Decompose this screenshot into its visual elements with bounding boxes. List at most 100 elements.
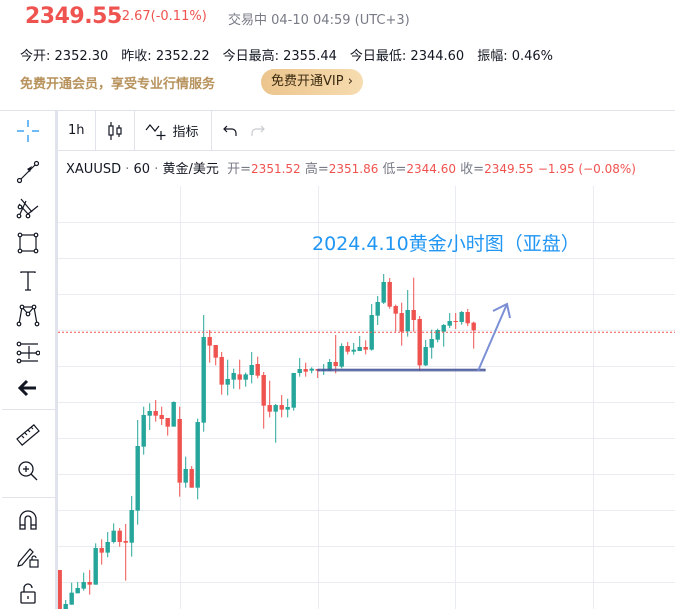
vip-button[interactable]: 免费开通VIP ›: [261, 69, 363, 95]
arrow-head-icon: [492, 302, 511, 319]
rectangle-icon[interactable]: [12, 228, 44, 258]
candle-body: [417, 318, 422, 366]
candle-body: [249, 365, 254, 376]
candle-body: [237, 374, 242, 380]
candle-body: [93, 548, 98, 585]
candle-body: [123, 540, 128, 543]
candle-body: [153, 411, 158, 416]
candle-body: [411, 309, 416, 320]
candle-body: [405, 309, 410, 332]
candle-body: [435, 330, 440, 340]
candle-body: [231, 372, 236, 380]
candle-body: [147, 411, 152, 416]
candle-body: [387, 281, 392, 307]
legend-timeframe: 60: [133, 162, 151, 177]
candle-body: [423, 347, 428, 366]
candle-body: [87, 582, 92, 585]
candle-body: [189, 468, 194, 488]
candle-body: [135, 446, 140, 511]
legend-dot: ·: [125, 162, 130, 177]
vip-button-label: 免费开通VIP: [271, 74, 344, 89]
divider: [2, 497, 55, 498]
chevron-right-icon: ›: [347, 74, 353, 89]
candle-body: [243, 374, 248, 380]
price-change: -2.67(-0.11%): [117, 9, 207, 24]
legend-low: 2344.60: [406, 162, 457, 176]
candle-body: [465, 312, 470, 324]
chart-toolbar: 1h 指标: [58, 111, 675, 151]
drawing-toolbar: [0, 111, 58, 609]
interval-button[interactable]: 1h: [58, 111, 96, 150]
back-arrow-icon[interactable]: [12, 373, 44, 403]
candle-body: [333, 361, 338, 367]
legend-high-label: 高=: [304, 162, 329, 177]
candle-body: [459, 312, 464, 323]
candle-body: [81, 582, 86, 589]
stat-high: 今日最高: 2355.44: [222, 49, 337, 64]
candle-body: [393, 306, 398, 314]
support-zone-rectangle: [317, 368, 486, 372]
candle-body: [345, 345, 350, 352]
candle-body: [141, 414, 146, 447]
candle-body: [327, 361, 332, 371]
candle-body: [177, 419, 182, 483]
stat-prev-close: 昨收: 2352.22: [121, 49, 210, 64]
candle-body: [303, 369, 308, 372]
legend-symbol: XAUUSD: [66, 162, 122, 177]
candle-body: [291, 372, 296, 408]
magnet-icon[interactable]: [12, 505, 44, 535]
legend-close-label: 收=: [460, 162, 485, 177]
candle-body: [273, 405, 278, 412]
legend-change: −1.95 (−0.08%): [537, 162, 636, 176]
candle-body: [105, 541, 110, 553]
candle-body: [339, 345, 344, 367]
prediction-icon[interactable]: [12, 337, 44, 367]
candle-body: [441, 324, 446, 332]
divider: [2, 409, 55, 410]
trend-line-icon[interactable]: [12, 157, 44, 187]
candle-body: [447, 321, 452, 326]
candle-body: [261, 375, 266, 406]
indicators-icon: [145, 123, 166, 140]
lock-drawing-icon[interactable]: [12, 542, 44, 572]
redo-icon[interactable]: [250, 123, 266, 139]
candle-body: [297, 369, 302, 373]
candle-body: [207, 336, 212, 346]
indicators-button[interactable]: 指标: [135, 111, 212, 150]
candle-body: [267, 405, 272, 412]
undo-icon[interactable]: [222, 123, 238, 139]
text-icon[interactable]: [12, 266, 44, 296]
chart-annotation[interactable]: 2024.4.10黄金小时图（亚盘）: [312, 233, 580, 255]
undo-redo-group: [212, 111, 276, 150]
candle-body: [279, 405, 284, 410]
last-price: 2349.55: [25, 4, 122, 29]
candle-body: [375, 302, 380, 316]
candle-body: [255, 363, 260, 376]
ruler-icon[interactable]: [12, 420, 44, 450]
pattern-icon[interactable]: [12, 301, 44, 331]
candle-body: [165, 417, 170, 427]
candle-body: [219, 357, 224, 385]
legend-close: 2349.55: [484, 162, 534, 176]
stat-open: 今开: 2352.30: [20, 49, 109, 64]
candle-body: [111, 530, 116, 542]
candle-body: [225, 378, 230, 385]
candle-body: [171, 402, 176, 427]
candle-body: [381, 281, 386, 303]
crosshair-icon[interactable]: [12, 116, 44, 146]
stats-row: 今开: 2352.30 昨收: 2352.22 今日最高: 2355.44 今日…: [20, 45, 553, 64]
candle-body: [201, 336, 206, 423]
candle-body: [129, 510, 134, 543]
candle-body: [471, 322, 476, 331]
promo-text: 免费开通会员，享受专业行情服务: [20, 77, 216, 92]
stat-amplitude: 振幅: 0.46%: [477, 49, 554, 64]
candle-body: [117, 530, 122, 542]
chart-type-button[interactable]: [96, 111, 135, 150]
candle-body: [351, 349, 356, 352]
lock-icon[interactable]: [12, 578, 44, 608]
candle-body: [99, 548, 104, 553]
candle-body: [357, 347, 362, 352]
candlestick-chart[interactable]: [58, 150, 675, 609]
zoom-in-icon[interactable]: [12, 456, 44, 486]
pitchfork-icon[interactable]: [12, 193, 44, 223]
